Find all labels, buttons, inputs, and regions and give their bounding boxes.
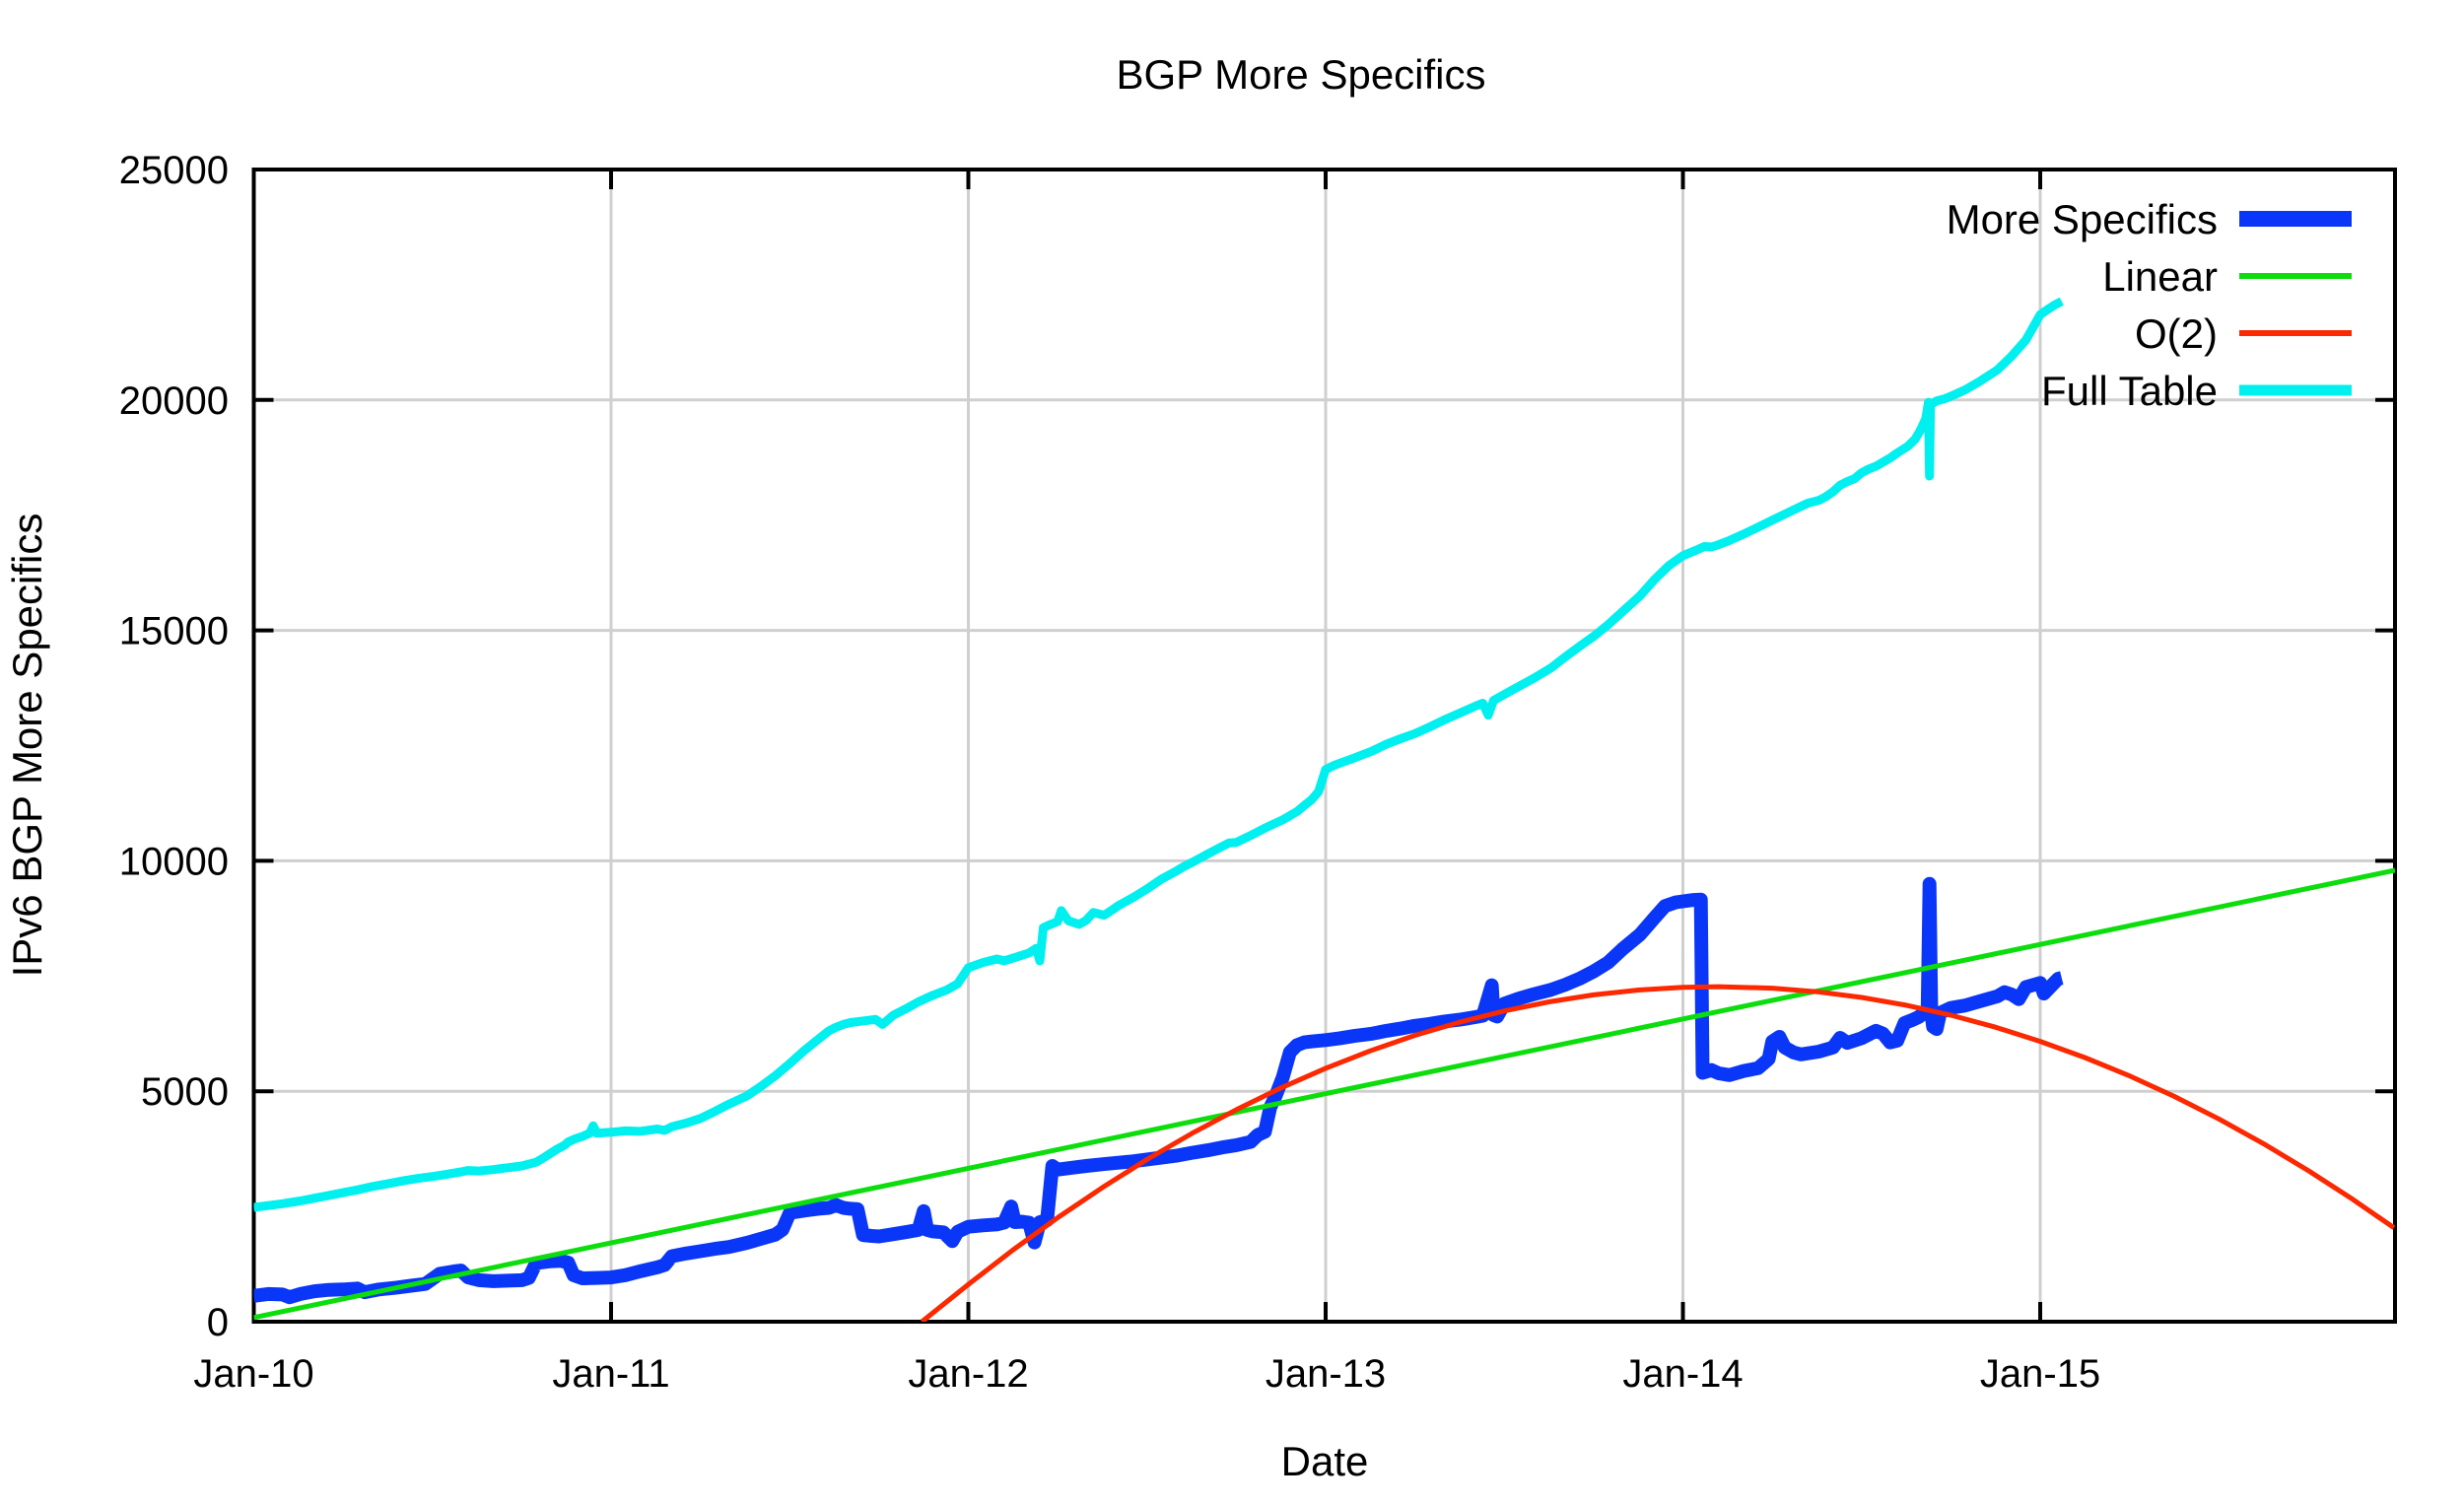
axis-ticks — [251, 168, 2395, 1324]
series-line-o-2- — [920, 984, 2395, 1322]
x-axis-label: Date — [1281, 1438, 1369, 1484]
x-tick-label: Jan-15 — [1980, 1352, 2100, 1396]
grid-lines — [253, 170, 2395, 1322]
series-line-linear — [253, 867, 2395, 1321]
legend-item-full-table: Full Table — [2041, 368, 2352, 414]
y-tick-label: 15000 — [119, 610, 229, 653]
x-tick-label: Jan-12 — [908, 1352, 1028, 1396]
y-tick-label: 25000 — [119, 149, 229, 192]
legend-item-o-2-: O(2) — [2135, 310, 2352, 357]
x-tick-label: Jan-13 — [1266, 1352, 1386, 1396]
tick-labels: Jan-10 Jan-11 Jan-12 Jan-13 Jan-14 Jan-15 0 500… — [119, 149, 2100, 1396]
legend-label-linear: Linear — [2102, 253, 2218, 300]
series-line-full-table — [253, 297, 2064, 1212]
x-tick-label: Jan-11 — [552, 1352, 669, 1396]
legend-label-full-table: Full Table — [2041, 368, 2218, 414]
legend-label-o-2-: O(2) — [2135, 310, 2218, 357]
y-tick-label: 20000 — [119, 379, 229, 423]
series-line-more-specifics — [253, 876, 2066, 1305]
x-tick-label: Jan-10 — [193, 1352, 313, 1396]
legend-item-more-specifics: More Specifics — [1947, 196, 2352, 242]
legend-label-more-specifics: More Specifics — [1947, 196, 2218, 242]
legend-item-linear: Linear — [2102, 253, 2352, 300]
y-tick-label: 10000 — [119, 840, 229, 883]
chart-title: BGP More Specifics — [1116, 51, 1485, 98]
data-series — [253, 297, 2395, 1322]
y-tick-label: 5000 — [141, 1070, 229, 1114]
y-axis-label: IPv6 BGP More Specifics — [4, 513, 50, 978]
legend: More Specifics Linear O(2) Full Table — [1947, 196, 2352, 414]
y-tick-label: 0 — [207, 1301, 229, 1344]
x-tick-label: Jan-14 — [1622, 1352, 1743, 1396]
